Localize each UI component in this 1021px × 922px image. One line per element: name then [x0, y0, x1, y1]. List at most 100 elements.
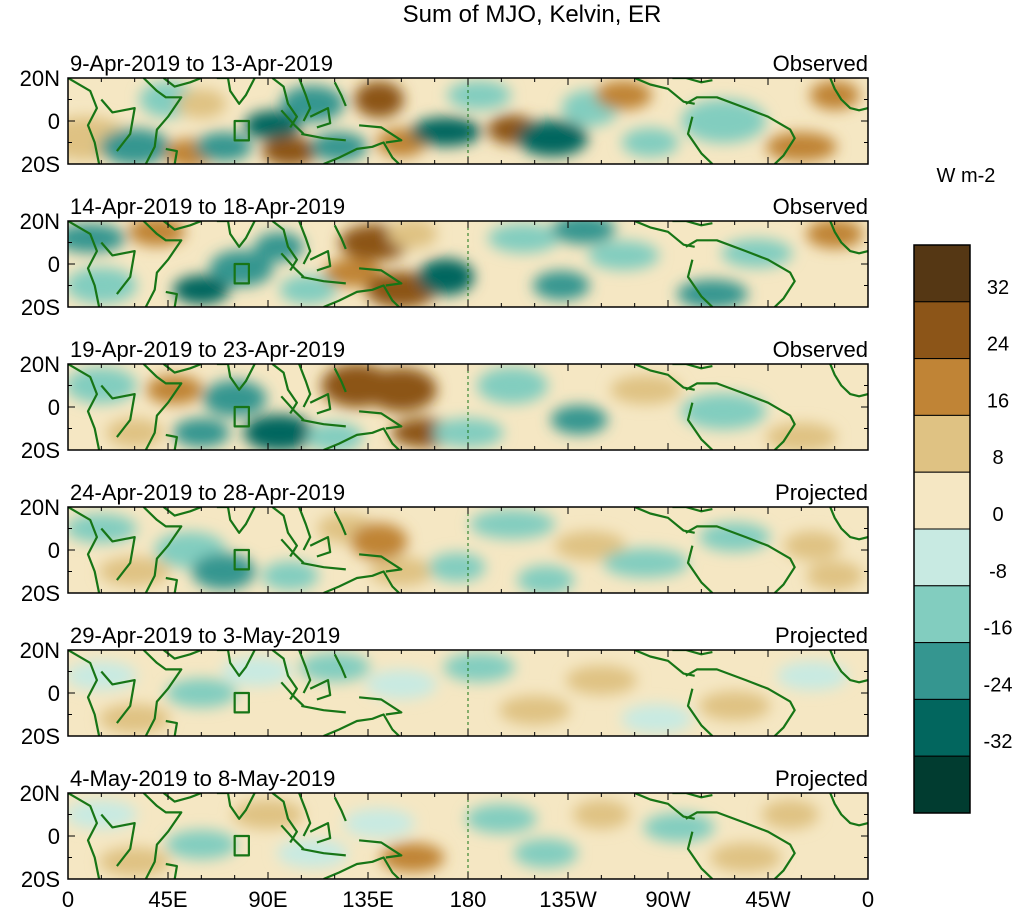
anomaly-cell — [68, 267, 137, 304]
colorbar-tick-label: 24 — [987, 334, 1009, 356]
anomaly-cell — [784, 531, 841, 561]
anomaly-cell — [387, 221, 438, 249]
anomaly-cell — [765, 132, 837, 162]
y-tick-label: 20N — [20, 209, 60, 234]
y-tick-label: 20N — [20, 352, 60, 377]
y-tick-label: 20N — [20, 638, 60, 663]
y-tick-label: 20S — [21, 581, 60, 606]
island-outline — [233, 834, 250, 857]
panel-5: 20N 0 20S 29-Apr-2019 to 3-May-2019 Projecte… — [20, 623, 869, 749]
colorbar-swatch — [913, 642, 971, 700]
anomaly-cell — [621, 127, 679, 158]
anomaly-cell — [276, 838, 349, 868]
anomaly-cell — [447, 80, 512, 110]
colorbar-swatch — [913, 301, 971, 360]
coastline-overlay — [68, 650, 868, 736]
anomaly-cell — [172, 418, 230, 448]
panel-ticks — [67, 649, 869, 737]
x-tick-label: 135E — [342, 887, 393, 912]
coastline-overlay — [68, 221, 868, 307]
colorbar-swatch — [913, 528, 971, 587]
colorbar-swatch — [913, 358, 971, 416]
panel-period: 29-Apr-2019 to 3-May-2019 — [70, 623, 340, 648]
anomaly-cell — [721, 238, 793, 268]
anomaly-cell — [551, 221, 616, 245]
anomaly-cell — [209, 250, 274, 287]
anomaly-cell — [261, 136, 319, 164]
x-tick-label: 90W — [645, 887, 690, 912]
anomaly-cell — [176, 89, 227, 119]
anomaly-cell — [244, 110, 301, 140]
x-tick-label: 180 — [450, 887, 487, 912]
panel-status: Projected — [775, 480, 868, 505]
y-tick-label: 20S — [21, 295, 60, 320]
colorbar-swatch — [913, 755, 971, 814]
panel-ticks — [67, 77, 869, 165]
anomaly-cell — [517, 565, 575, 593]
coastline-overlay — [68, 507, 868, 593]
anomaly-cell — [202, 380, 267, 417]
anomaly-cell — [554, 531, 626, 561]
island-outline — [233, 548, 250, 571]
panel-6: 20N 0 20S 4-May-2019 to 8-May-2019 Projected — [20, 766, 869, 892]
panel-period: 24-Apr-2019 to 28-Apr-2019 — [70, 480, 345, 505]
anomaly-cell — [243, 414, 315, 450]
coastline-overlay — [68, 793, 868, 879]
panel-status: Observed — [773, 337, 868, 362]
x-tick-label: 0 — [862, 887, 874, 912]
colorbar-tick-label: -24 — [984, 674, 1013, 696]
anomaly-cell — [643, 812, 715, 843]
y-tick-label: 0 — [48, 395, 60, 420]
anomaly-cell — [610, 375, 682, 405]
anomaly-cell — [99, 128, 171, 164]
anomaly-cell — [532, 270, 590, 301]
y-tick-label: 0 — [48, 252, 60, 277]
panel-period: 19-Apr-2019 to 23-Apr-2019 — [70, 337, 345, 362]
anomaly-cell — [565, 665, 637, 695]
anomaly-cell — [261, 561, 319, 591]
island-outline — [233, 262, 250, 285]
y-tick-label: 20N — [20, 495, 60, 520]
anomaly-cell — [499, 695, 571, 725]
colorbar-swatch — [913, 698, 971, 757]
anomaly-cell — [68, 223, 126, 253]
colorbar-tick-label: 16 — [987, 390, 1009, 412]
colorbar: 32 24 16 8 0 -8 -16 -24 -32 — [913, 244, 1013, 814]
panels: 20N 0 20S 9-Apr-2019 to 13-Apr-2019 Observed… — [20, 51, 869, 892]
island-outline — [233, 119, 250, 142]
colorbar-tick-label: 32 — [987, 277, 1009, 299]
anomaly-cell — [195, 132, 252, 162]
panel-ticks — [67, 506, 869, 594]
y-tick-label: 0 — [48, 109, 60, 134]
anomaly-cell — [99, 704, 171, 734]
colorbar-swatch — [913, 414, 971, 473]
anomaly-cell — [776, 661, 848, 691]
anomaly-cell — [172, 275, 230, 305]
anomaly-cell — [806, 221, 864, 249]
anomaly-cell — [310, 132, 368, 162]
anomaly-cell — [191, 553, 256, 590]
panel-period: 9-Apr-2019 to 13-Apr-2019 — [70, 51, 333, 76]
x-tick-label: 0 — [62, 887, 74, 912]
anomaly-cell — [146, 375, 204, 405]
anomaly-cell — [354, 81, 404, 118]
coastline-overlay — [68, 78, 868, 164]
anomaly-cell — [306, 422, 364, 450]
anomaly-cell — [699, 691, 771, 721]
anomaly-cell — [343, 808, 415, 838]
anomaly-cell — [365, 669, 437, 700]
coastline-overlay — [68, 364, 868, 450]
panel-3: 20N 0 20S 19-Apr-2019 to 23-Apr-2019 Observe… — [20, 337, 869, 463]
x-tick-label: 90E — [248, 887, 287, 912]
anomaly-cell — [469, 509, 556, 539]
panel-4: 20N 0 20S 24-Apr-2019 to 28-Apr-2019 Project… — [20, 480, 869, 606]
anomaly-cell — [299, 652, 371, 682]
anomaly-cell — [572, 799, 630, 830]
colorbar-tick-label: 0 — [992, 504, 1003, 526]
anomaly-cell — [369, 556, 434, 587]
anomaly-cell — [809, 80, 860, 110]
anomaly-cell — [680, 99, 767, 143]
anomaly-cell — [595, 80, 652, 110]
anomaly-cell — [221, 656, 293, 687]
